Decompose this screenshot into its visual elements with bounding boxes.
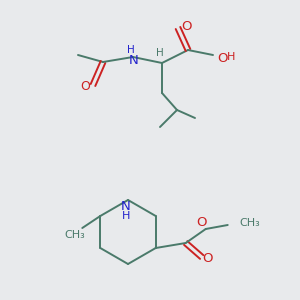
Text: H: H: [122, 211, 130, 221]
Text: O: O: [196, 217, 207, 230]
Text: H: H: [127, 45, 135, 55]
Text: O: O: [181, 20, 191, 32]
Text: H: H: [227, 52, 236, 62]
Text: H: H: [156, 48, 164, 58]
Text: O: O: [80, 80, 90, 94]
Text: CH₃: CH₃: [64, 230, 85, 240]
Text: O: O: [202, 253, 213, 266]
Text: N: N: [121, 200, 131, 214]
Text: N: N: [129, 53, 139, 67]
Text: CH₃: CH₃: [240, 218, 260, 228]
Text: O: O: [217, 52, 227, 65]
